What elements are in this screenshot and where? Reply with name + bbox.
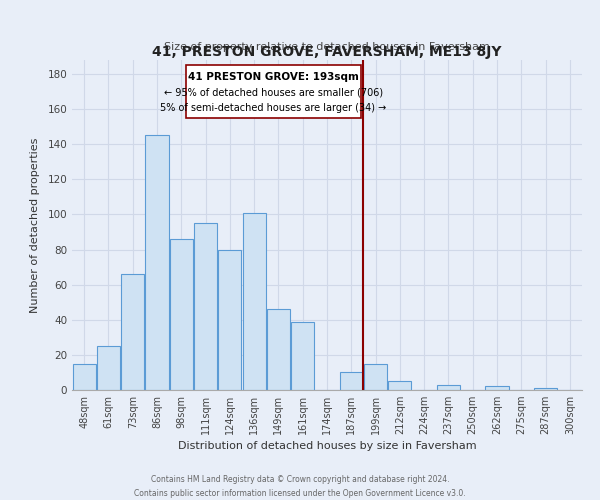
Text: Size of property relative to detached houses in Faversham: Size of property relative to detached ho… xyxy=(164,42,490,52)
Bar xyxy=(340,372,363,390)
Bar xyxy=(267,310,290,390)
Bar xyxy=(534,388,557,390)
Bar xyxy=(97,346,120,390)
Bar xyxy=(194,223,217,390)
Bar xyxy=(388,381,412,390)
Bar xyxy=(218,250,241,390)
Text: ← 95% of detached houses are smaller (706): ← 95% of detached houses are smaller (70… xyxy=(164,88,383,98)
Bar xyxy=(485,386,509,390)
Bar xyxy=(145,136,169,390)
Bar xyxy=(121,274,144,390)
Text: Contains HM Land Registry data © Crown copyright and database right 2024.
Contai: Contains HM Land Registry data © Crown c… xyxy=(134,476,466,498)
Bar xyxy=(242,212,266,390)
FancyBboxPatch shape xyxy=(186,66,361,118)
Title: 41, PRESTON GROVE, FAVERSHAM, ME13 8JY: 41, PRESTON GROVE, FAVERSHAM, ME13 8JY xyxy=(152,45,502,59)
X-axis label: Distribution of detached houses by size in Faversham: Distribution of detached houses by size … xyxy=(178,442,476,452)
Bar xyxy=(170,239,193,390)
Bar xyxy=(73,364,95,390)
Text: 41 PRESTON GROVE: 193sqm: 41 PRESTON GROVE: 193sqm xyxy=(188,72,359,82)
Bar xyxy=(291,322,314,390)
Y-axis label: Number of detached properties: Number of detached properties xyxy=(31,138,40,312)
Bar xyxy=(364,364,387,390)
Bar xyxy=(437,384,460,390)
Text: 5% of semi-detached houses are larger (34) →: 5% of semi-detached houses are larger (3… xyxy=(160,104,386,114)
